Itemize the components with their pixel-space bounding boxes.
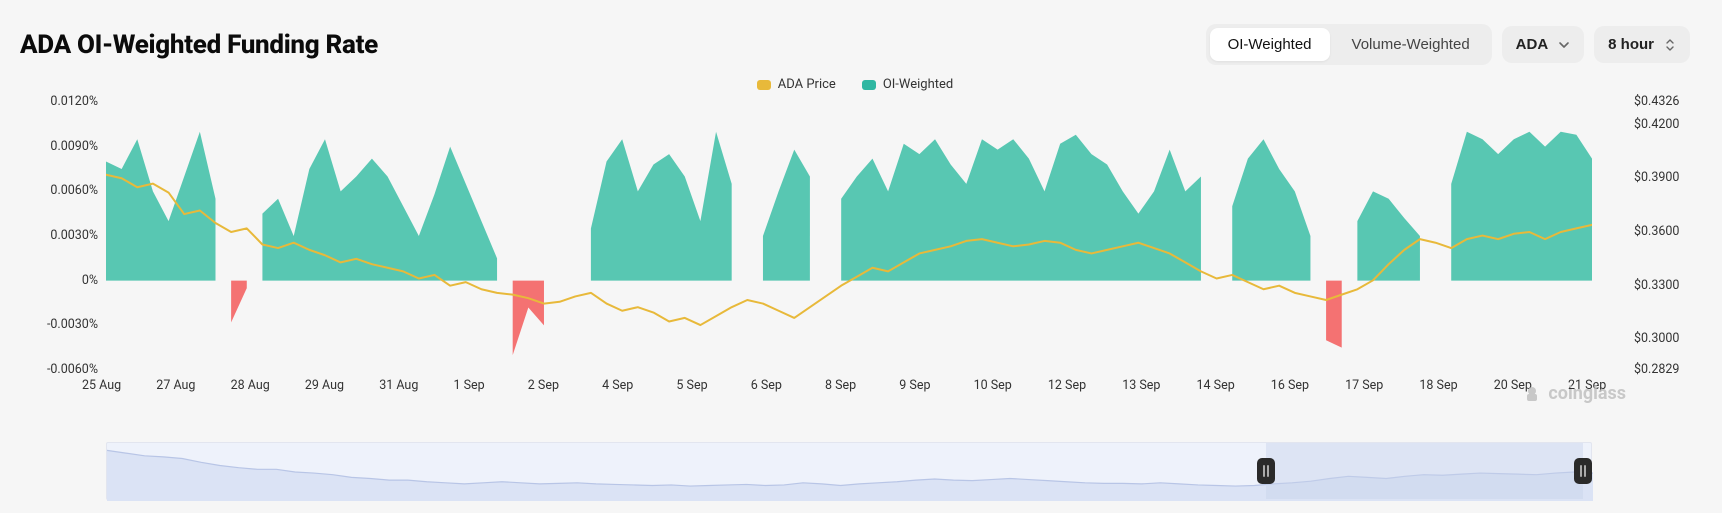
page-title: ADA OI-Weighted Funding Rate [20, 30, 378, 60]
chart-panel: ADA OI-Weighted Funding Rate OI-Weighted… [0, 0, 1722, 513]
x-tick: 13 Sep [1122, 378, 1160, 393]
y-right-tick: $0.3000 [1634, 331, 1694, 346]
legend-swatch-price [757, 80, 771, 90]
y-right-tick: $0.2829 [1634, 362, 1694, 377]
minimap-handle-right[interactable] [1574, 458, 1592, 484]
y-left-tick: 0.0030% [16, 228, 98, 243]
tab-oi-weighted[interactable]: OI-Weighted [1210, 28, 1330, 61]
header-row: ADA OI-Weighted Funding Rate OI-Weighted… [16, 24, 1694, 65]
x-tick: 18 Sep [1419, 378, 1457, 393]
asset-label: ADA [1516, 36, 1549, 53]
y-right-tick: $0.4200 [1634, 117, 1694, 132]
legend-item-funding[interactable]: OI-Weighted [862, 77, 953, 92]
legend-label-funding: OI-Weighted [883, 77, 953, 92]
x-tick: 10 Sep [974, 378, 1012, 393]
y-right-tick: $0.3900 [1634, 170, 1694, 185]
sort-icon [1664, 38, 1676, 52]
interval-label: 8 hour [1608, 36, 1654, 53]
x-tick: 29 Aug [305, 378, 344, 393]
x-tick: 16 Sep [1271, 378, 1309, 393]
tab-volume-weighted[interactable]: Volume-Weighted [1334, 28, 1488, 61]
x-tick: 28 Aug [231, 378, 270, 393]
range-minimap[interactable] [106, 442, 1592, 500]
interval-picker[interactable]: 8 hour [1594, 26, 1690, 63]
x-tick: 25 Aug [82, 378, 121, 393]
controls: OI-Weighted Volume-Weighted ADA 8 hour [1206, 24, 1690, 65]
y-left-tick: 0.0120% [16, 94, 98, 109]
chevron-down-icon [1558, 39, 1570, 51]
x-tick: 8 Sep [825, 378, 856, 393]
x-tick: 4 Sep [602, 378, 633, 393]
x-tick: 1 Sep [454, 378, 485, 393]
watermark: coinglass [1522, 383, 1626, 404]
y-left-tick: 0.0060% [16, 183, 98, 198]
x-tick: 2 Sep [528, 378, 559, 393]
legend-item-price[interactable]: ADA Price [757, 77, 836, 92]
y-right-tick: $0.3300 [1634, 278, 1694, 293]
x-tick: 12 Sep [1048, 378, 1086, 393]
main-chart[interactable]: 0.0120%0.0090%0.0060%0.0030%0%-0.0030%-0… [16, 98, 1694, 434]
x-tick: 31 Aug [379, 378, 418, 393]
minimap-selection[interactable] [1266, 443, 1583, 499]
asset-picker[interactable]: ADA [1502, 26, 1585, 63]
y-right-tick: $0.3600 [1634, 224, 1694, 239]
legend-label-price: ADA Price [778, 77, 836, 92]
x-tick: 14 Sep [1197, 378, 1235, 393]
weighting-toggle: OI-Weighted Volume-Weighted [1206, 24, 1492, 65]
y-left-tick: 0.0090% [16, 139, 98, 154]
legend: ADA Price OI-Weighted [16, 77, 1694, 92]
y-left-tick: -0.0060% [16, 362, 98, 377]
x-tick: 9 Sep [899, 378, 930, 393]
minimap-handle-left[interactable] [1257, 458, 1275, 484]
x-tick: 17 Sep [1345, 378, 1383, 393]
legend-swatch-funding [862, 80, 876, 90]
y-right-tick: $0.4326 [1634, 94, 1694, 109]
x-tick: 27 Aug [156, 378, 195, 393]
y-left-tick: 0% [16, 273, 98, 288]
x-tick: 5 Sep [676, 378, 707, 393]
x-tick: 6 Sep [751, 378, 782, 393]
y-left-tick: -0.0030% [16, 317, 98, 332]
